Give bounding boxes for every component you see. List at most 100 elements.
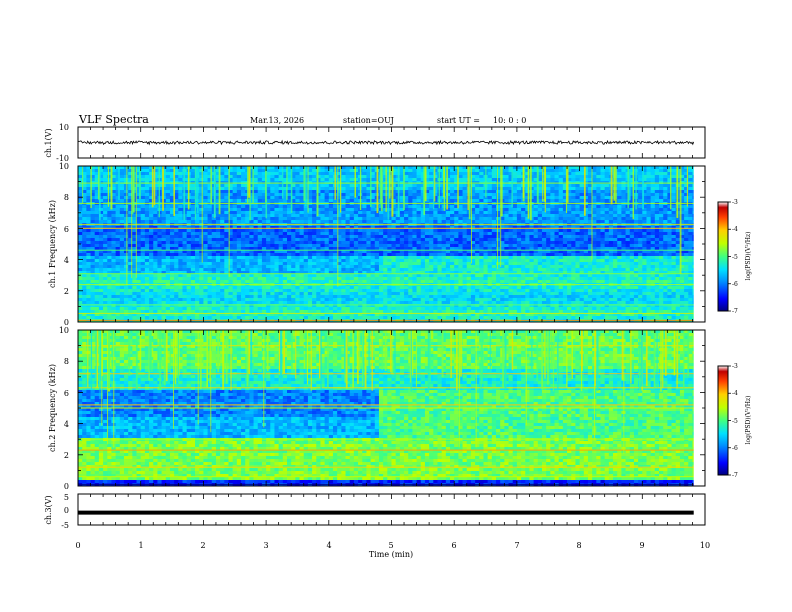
spectrogram-cell: [353, 262, 359, 266]
spectrogram-cell: [362, 205, 367, 209]
spectrogram-cell: [307, 247, 313, 251]
spectrogram-cell: [638, 241, 643, 245]
spectrogram-cell: [600, 217, 606, 221]
spectrogram-cell: [646, 190, 652, 194]
spectrogram-cell: [646, 193, 652, 197]
spectrogram-cell: [679, 256, 685, 260]
spectrogram-cell: [287, 178, 292, 182]
spectrogram-cell: [278, 247, 284, 251]
spectrogram-cell: [441, 211, 447, 215]
spectrogram-cell: [587, 166, 593, 170]
spectrogram-cell: [270, 187, 275, 191]
spectrogram-cell: [215, 208, 221, 212]
spectrogram-cell: [454, 211, 459, 215]
spectrogram-cell: [667, 259, 672, 263]
spectrogram-cell: [236, 241, 242, 245]
spectrogram-cell: [504, 211, 509, 215]
spectrogram-cell: [161, 229, 167, 233]
spectrogram-cell: [579, 220, 585, 224]
spectrogram-cell: [220, 184, 225, 188]
spectrogram-cell: [667, 241, 672, 245]
spectrogram-cell: [571, 166, 576, 170]
spectrogram-cell: [684, 220, 689, 224]
spectrogram-cell: [341, 253, 346, 257]
spectrogram-cell: [567, 235, 572, 239]
spectrogram-cell: [149, 235, 154, 239]
spectrogram-cell: [370, 217, 376, 221]
spectrogram-cell: [475, 193, 480, 197]
spectrogram-cell: [512, 175, 518, 179]
spectrogram-cell: [98, 220, 104, 224]
spectrogram-cell: [659, 196, 664, 200]
spectrogram-cell: [450, 250, 455, 254]
spectrogram-cell: [521, 250, 526, 254]
spectrogram-cell: [358, 247, 363, 251]
spectrogram-cell: [387, 235, 392, 239]
spectrogram-cell: [94, 187, 100, 191]
spectrogram-cell: [562, 169, 568, 173]
spectrogram-cell: [224, 187, 229, 191]
spectrogram-cell: [328, 244, 334, 248]
spectrogram-cell: [571, 208, 576, 212]
spectrogram-cell: [642, 199, 647, 203]
spectrogram-cell: [688, 250, 693, 254]
spectrogram-cell: [362, 175, 367, 179]
spectrogram-cell: [659, 178, 664, 182]
spectrogram-cell: [299, 238, 305, 242]
spectrogram-cell: [404, 187, 409, 191]
spectrogram-cell: [596, 226, 601, 230]
spectrogram-cell: [562, 193, 568, 197]
spectrogram-cell: [600, 220, 606, 224]
spectrogram-cell: [508, 187, 514, 191]
spectrogram-cell: [408, 244, 413, 248]
spectrogram-cell: [629, 199, 635, 203]
spectrogram-cell: [261, 169, 267, 173]
spectrogram-cell: [504, 250, 509, 254]
spectrogram-cell: [650, 172, 656, 176]
spectrogram-cell: [404, 208, 409, 212]
spectrogram-cell: [261, 232, 267, 236]
spectrogram-cell: [650, 166, 656, 170]
spectrogram-cell: [128, 229, 133, 233]
spectrogram-cell: [107, 220, 112, 224]
spectrogram-cell: [337, 259, 342, 263]
spectrogram-cell: [592, 238, 597, 242]
spectrogram-cell: [391, 175, 397, 179]
spectrogram-cell: [454, 229, 459, 233]
spectrogram-cell: [587, 217, 593, 221]
spectrogram-cell: [119, 184, 125, 188]
spectrogram-cell: [103, 256, 108, 260]
spectrogram-cell: [508, 169, 514, 173]
spectrogram-cell: [408, 190, 413, 194]
spectrogram-cell: [220, 172, 225, 176]
spectrogram-cell: [119, 232, 125, 236]
spectrogram-cell: [541, 217, 547, 221]
spectrogram-cell: [353, 235, 359, 239]
spectrogram-cell: [650, 238, 656, 242]
spectrogram-cell: [450, 235, 455, 239]
spectrogram-cell: [236, 256, 242, 260]
spectrogram-cell: [320, 232, 326, 236]
spectrogram-cell: [454, 214, 459, 218]
spectrogram-cell: [596, 250, 601, 254]
spectrogram-cell: [232, 226, 238, 230]
spectrogram-cell: [215, 184, 221, 188]
spectrogram-cell: [115, 250, 121, 254]
spectrogram-cell: [199, 253, 204, 257]
spectrogram-cell: [462, 169, 468, 173]
spectrogram-cell: [149, 229, 154, 233]
spectrogram-cell: [496, 241, 501, 245]
spectrogram-cell: [600, 232, 606, 236]
spectrogram-cell: [140, 256, 146, 260]
spectrogram-cell: [675, 250, 681, 254]
spectrogram-cell: [562, 208, 568, 212]
spectrogram-cell: [153, 226, 158, 230]
spectrogram-cell: [149, 259, 154, 263]
spectrogram-cell: [688, 208, 693, 212]
spectrogram-cell: [169, 208, 175, 212]
spectrogram-cell: [199, 244, 204, 248]
spectrogram-cell: [546, 193, 551, 197]
spectrogram-cell: [261, 256, 267, 260]
spectrogram-cell: [462, 190, 468, 194]
